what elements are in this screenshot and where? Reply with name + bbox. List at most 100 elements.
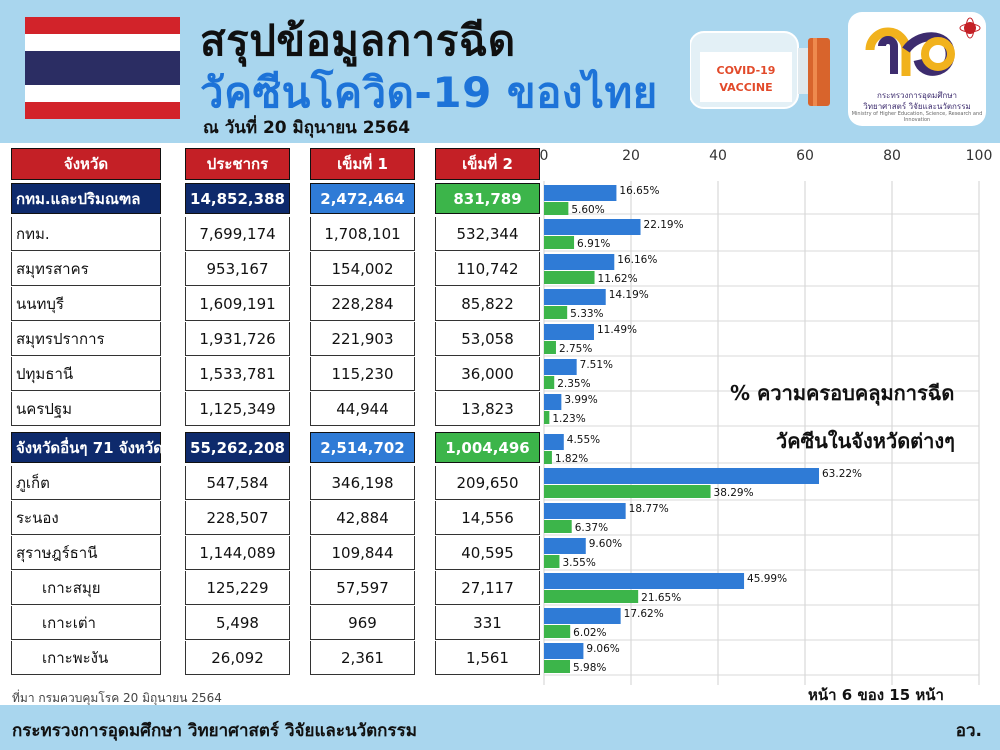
bar-value-label-dose1: 9.60% (589, 538, 622, 550)
table-row-population: 1,931,726 (185, 322, 290, 356)
data-source-note: ที่มา กรมควบคุมโรค 20 มิถุนายน 2564 (12, 691, 222, 705)
table-row-province: สุราษฎร์ธานี (11, 536, 161, 570)
bar-value-label-dose2: 6.91% (577, 238, 610, 250)
thai-flag-icon (25, 17, 180, 119)
x-tick-label: 60 (796, 148, 814, 164)
table-row-province: เกาะพะงัน (11, 641, 161, 675)
group-row-province: จังหวัดอื่นๆ 71 จังหวัด (11, 432, 163, 463)
bar-dose2 (544, 202, 569, 215)
table-row-province: ปทุมธานี (11, 357, 161, 391)
bar-dose2 (544, 625, 571, 638)
table-row-province: เกาะสมุย (11, 571, 161, 605)
table-row-province: สมุทรสาคร (11, 252, 161, 286)
bar-dose1 (544, 434, 564, 450)
bar-value-label-dose2: 2.75% (559, 343, 592, 355)
table-row-province: ภูเก็ต (11, 466, 161, 500)
bar-dose1 (544, 468, 820, 484)
vaccine-label-2: VACCINE (719, 81, 772, 94)
x-tick-label: 80 (883, 148, 901, 164)
bar-value-label-dose1: 45.99% (747, 573, 787, 585)
bar-dose2 (544, 451, 552, 464)
table-row-dose1: 154,002 (310, 252, 415, 286)
bar-value-label-dose2: 21.65% (641, 592, 681, 604)
table-row-population: 953,167 (185, 252, 290, 286)
bar-value-label-dose2: 2.35% (557, 378, 590, 390)
x-tick-label: 40 (709, 148, 727, 164)
table-row-province: กทม. (11, 217, 161, 251)
bar-value-label-dose1: 4.55% (567, 434, 600, 446)
bar-value-label-dose2: 38.29% (714, 487, 754, 499)
table-row-dose2: 209,650 (435, 466, 540, 500)
bar-dose2 (544, 660, 571, 673)
header-banner: สรุปข้อมูลการฉีด วัคซีนโควิด-19 ของไทย ณ… (0, 0, 1000, 143)
table-row-population: 26,092 (185, 641, 290, 675)
table-row-dose2: 13,823 (435, 392, 540, 426)
bar-dose2 (544, 590, 639, 603)
table-row-dose1: 109,844 (310, 536, 415, 570)
table-row-dose2: 85,822 (435, 287, 540, 321)
logo-text-line2: วิทยาศาสตร์ วิจัยและนวัตกรรม (863, 102, 971, 111)
bar-value-label-dose1: 16.16% (617, 254, 657, 266)
bar-value-label-dose2: 5.60% (571, 204, 604, 216)
table-row-dose1: 44,944 (310, 392, 415, 426)
vaccine-label-1: COVID-19 (717, 64, 776, 77)
footer-bar: กระทรวงการอุดมศึกษา วิทยาศาสตร์ วิจัยและ… (0, 705, 1000, 750)
column-header-dose2: เข็มที่ 2 (435, 148, 540, 180)
bar-value-label-dose2: 11.62% (598, 273, 638, 285)
footer-abbr: อว. (955, 721, 982, 741)
bar-value-label-dose1: 7.51% (580, 359, 613, 371)
bar-dose2 (544, 376, 555, 389)
bar-value-label-dose2: 6.02% (573, 627, 606, 639)
x-tick-label: 20 (622, 148, 640, 164)
table-row-population: 228,507 (185, 501, 290, 535)
bar-dose2 (544, 271, 595, 284)
bar-dose1 (544, 254, 615, 270)
table-row-population: 1,144,089 (185, 536, 290, 570)
bar-dose2 (544, 411, 550, 424)
group-row-population: 14,852,388 (185, 183, 290, 214)
table-row-province: ระนอง (11, 501, 161, 535)
chart-annotation-line2: วัคซีนในจังหวัดต่างๆ (776, 429, 955, 453)
table-row-dose2: 53,058 (435, 322, 540, 356)
group-row-dose2: 1,004,496 (435, 432, 540, 463)
table-row-dose1: 1,708,101 (310, 217, 415, 251)
bar-dose2 (544, 485, 711, 498)
bar-dose1 (544, 359, 577, 375)
bar-value-label-dose1: 3.99% (564, 394, 597, 406)
bar-value-label-dose2: 5.98% (573, 662, 606, 674)
bar-dose1 (544, 573, 745, 589)
table-row-province: นครปฐม (11, 392, 161, 426)
table-row-dose1: 42,884 (310, 501, 415, 535)
table-row-dose1: 228,284 (310, 287, 415, 321)
table-row-population: 125,229 (185, 571, 290, 605)
table-row-province: สมุทรปราการ (11, 322, 161, 356)
table-row-dose2: 532,344 (435, 217, 540, 251)
table-row-population: 547,584 (185, 466, 290, 500)
page-subtitle: วัคซีนโควิด-19 ของไทย (200, 68, 658, 117)
bar-dose1 (544, 538, 586, 554)
table-row-population: 1,125,349 (185, 392, 290, 426)
table-row-population: 1,609,191 (185, 287, 290, 321)
bar-value-label-dose1: 17.62% (624, 608, 664, 620)
group-row-dose1: 2,514,702 (310, 432, 415, 463)
bar-dose1 (544, 324, 594, 340)
table-row-dose2: 40,595 (435, 536, 540, 570)
table-row-population: 1,533,781 (185, 357, 290, 391)
table-row-dose1: 221,903 (310, 322, 415, 356)
group-row-population: 55,262,208 (185, 432, 290, 463)
table-row-dose2: 1,561 (435, 641, 540, 675)
table-row-dose1: 2,361 (310, 641, 415, 675)
bar-value-label-dose2: 5.33% (570, 308, 603, 320)
table-row-dose2: 27,117 (435, 571, 540, 605)
bar-dose2 (544, 306, 568, 319)
table-row-dose2: 14,556 (435, 501, 540, 535)
table-row-dose2: 110,742 (435, 252, 540, 286)
table-row-dose2: 331 (435, 606, 540, 640)
bar-dose2 (544, 341, 556, 354)
bar-value-label-dose1: 18.77% (629, 503, 669, 515)
bar-dose1 (544, 503, 626, 519)
bar-value-label-dose2: 1.23% (552, 413, 585, 425)
bar-dose1 (544, 643, 584, 659)
page-title: สรุปข้อมูลการฉีด (200, 16, 516, 65)
group-row-dose1: 2,472,464 (310, 183, 415, 214)
